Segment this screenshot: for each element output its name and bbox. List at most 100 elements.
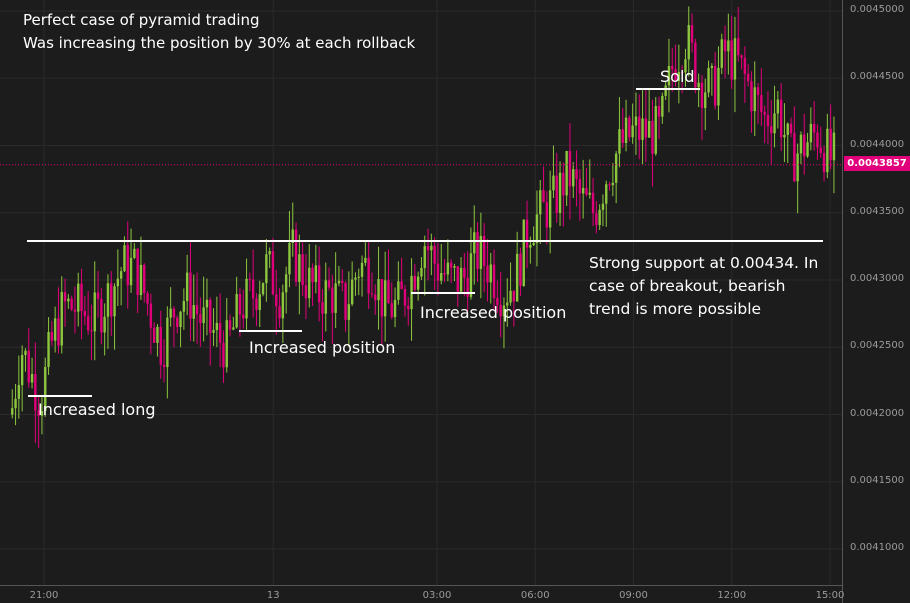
candle-up: [446, 262, 450, 275]
x-tick-label: 21:00: [29, 590, 59, 601]
candle-up: [364, 257, 367, 263]
candle-up: [733, 38, 737, 80]
candle-down: [228, 320, 232, 330]
x-tick-label: 12:00: [717, 590, 747, 601]
candle-up: [776, 99, 780, 114]
candle-down: [255, 298, 258, 310]
candle-up: [539, 190, 542, 215]
candle-up: [826, 128, 829, 173]
candle-down: [90, 330, 93, 332]
candle-up: [687, 25, 690, 60]
candle-up: [60, 292, 63, 346]
candle-down: [110, 283, 113, 317]
candle-down: [136, 248, 139, 296]
candle-down: [209, 299, 212, 333]
candle-up: [479, 235, 483, 269]
candle-up: [611, 182, 615, 186]
candle-down: [387, 280, 390, 304]
candle-down: [152, 327, 156, 343]
candle-down: [690, 25, 694, 43]
candle-down: [466, 277, 469, 297]
candle-down: [344, 282, 347, 320]
candle-down: [63, 292, 67, 302]
candle-up: [558, 172, 562, 213]
candle-up: [258, 294, 261, 310]
candle-up: [601, 203, 605, 210]
candle-up: [440, 273, 443, 281]
candle-up: [133, 248, 136, 258]
support-annotation: Strong support at 0.00434. In case of br…: [589, 254, 819, 318]
candle-down: [403, 289, 407, 306]
candle-down: [723, 39, 727, 52]
candle-down: [311, 267, 314, 283]
candle-up: [535, 214, 539, 244]
candle-up: [489, 264, 492, 283]
candle-down: [496, 298, 499, 305]
candle-up: [430, 245, 433, 251]
candle-down: [595, 213, 598, 226]
candle-up: [634, 116, 638, 126]
candle-up: [588, 192, 591, 195]
candle-up: [515, 253, 519, 302]
candle-down: [680, 72, 684, 74]
candle-up: [605, 184, 608, 204]
candle-up: [261, 283, 265, 295]
candle-up: [614, 153, 618, 183]
candle-up: [347, 304, 351, 320]
candle-down: [482, 235, 486, 266]
candle-up: [202, 307, 205, 324]
candle-down: [608, 184, 611, 186]
candle-up: [357, 276, 360, 278]
candle-down: [407, 305, 410, 310]
candle-down: [621, 129, 624, 144]
candle-down: [73, 309, 77, 312]
x-tick-label: 13: [266, 590, 280, 601]
candle-up: [647, 120, 651, 138]
candle-up: [77, 283, 80, 312]
candle-up: [215, 322, 219, 331]
candle-down: [149, 303, 153, 328]
candle-up: [93, 292, 96, 332]
candle-up: [548, 190, 552, 228]
candle-down: [238, 294, 242, 315]
candle-down: [301, 254, 304, 286]
candle-down: [50, 332, 54, 341]
candle-down: [327, 280, 331, 288]
candle-up: [459, 267, 463, 292]
candle-down: [651, 120, 654, 154]
candle-down: [27, 350, 30, 383]
candle-up: [529, 244, 532, 248]
candle-up: [552, 175, 555, 191]
candle-down: [86, 316, 90, 331]
candle-down: [331, 287, 334, 313]
candle-up: [631, 125, 634, 138]
annotation-sold: Sold: [660, 67, 695, 86]
candle-up: [298, 254, 301, 282]
candle-down: [199, 314, 202, 324]
candle-up: [717, 67, 720, 106]
candle-down: [545, 202, 549, 228]
candle-down: [57, 318, 60, 346]
candle-up: [786, 123, 789, 135]
candle-up: [106, 283, 110, 317]
y-tick-label: 0.0044000: [850, 138, 905, 150]
y-tick-label: 0.0044500: [850, 71, 905, 83]
candle-down: [746, 73, 750, 82]
candle-down: [426, 246, 430, 251]
x-tick-label: 03:00: [422, 590, 452, 601]
candle-up: [334, 283, 337, 313]
candle-down: [83, 311, 87, 317]
candle-down: [789, 123, 793, 134]
candle-up: [360, 262, 364, 277]
candle-down: [770, 126, 773, 134]
candle-down: [671, 65, 674, 70]
candle-down: [525, 219, 529, 248]
candle-down: [218, 322, 222, 343]
candle-down: [476, 232, 479, 269]
candle-down: [700, 82, 704, 108]
candle-up: [103, 316, 106, 333]
candle-up: [235, 294, 238, 328]
candle-down: [176, 317, 179, 328]
